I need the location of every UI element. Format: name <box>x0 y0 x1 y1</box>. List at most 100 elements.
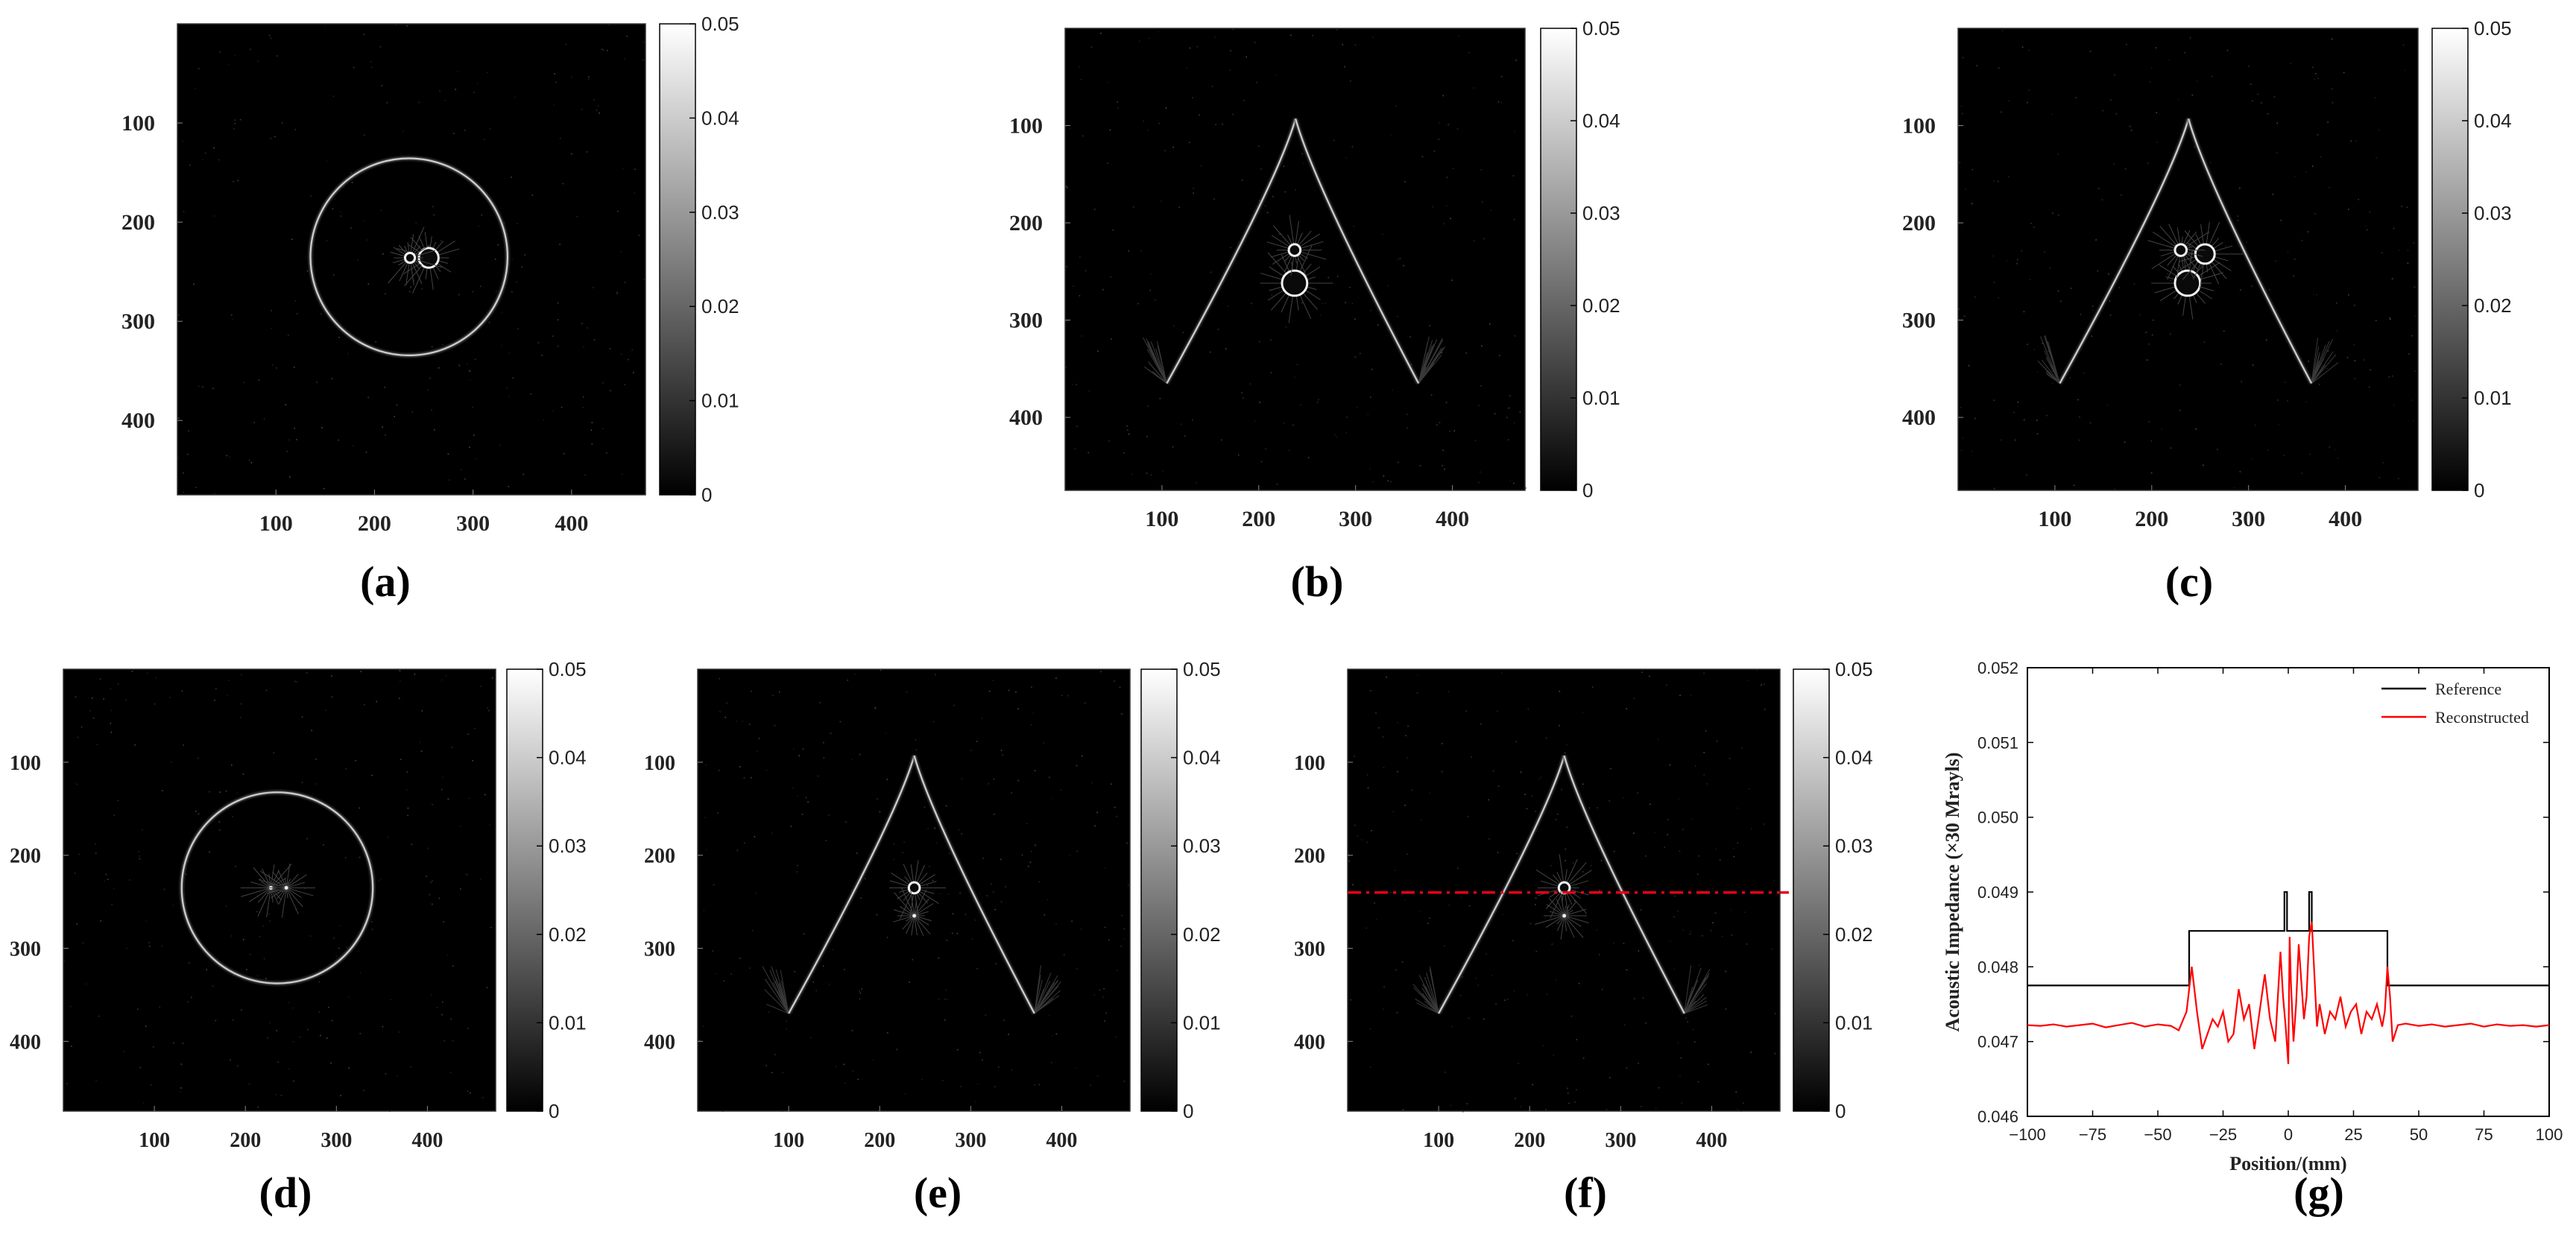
noise-speck <box>1746 943 1748 945</box>
noise-speck <box>1432 206 1434 208</box>
noise-speck <box>1542 1045 1544 1046</box>
noise-speck <box>472 291 474 293</box>
inclusion-boundary <box>1281 269 1309 297</box>
noise-speck <box>306 1028 309 1031</box>
noise-speck <box>1678 797 1679 800</box>
noise-speck <box>2301 472 2303 474</box>
noise-speck <box>1265 448 1266 450</box>
noise-speck <box>250 48 251 51</box>
artifact-streak <box>240 888 270 897</box>
noise-speck <box>332 95 335 97</box>
noise-speck <box>236 792 238 794</box>
noise-speck <box>185 873 187 875</box>
noise-speck <box>1069 855 1070 856</box>
noise-speck <box>2374 97 2376 98</box>
noise-speck <box>1147 405 1149 407</box>
noise-speck <box>410 1066 411 1068</box>
noise-speck <box>1192 97 1193 98</box>
artifact-streak <box>271 870 280 887</box>
noise-speck <box>703 909 705 911</box>
scatter-ray <box>1034 995 1060 1014</box>
noise-speck <box>1342 44 1344 45</box>
panel-label: (g) <box>2294 1168 2344 1217</box>
noise-speck <box>237 180 239 181</box>
noise-speck <box>570 76 572 78</box>
artifact-streak <box>250 882 270 888</box>
noise-speck <box>2146 359 2148 361</box>
artifact-streak <box>261 881 270 888</box>
noise-speck <box>1696 979 1699 981</box>
noise-speck <box>1079 256 1081 259</box>
noise-speck <box>2265 339 2267 341</box>
noise-speck <box>1446 177 1448 178</box>
noise-speck <box>2272 194 2274 195</box>
noise-speck <box>2225 245 2226 247</box>
noise-speck <box>1596 929 1597 932</box>
noise-speck <box>1771 948 1772 950</box>
artifact-streak <box>1565 917 1575 938</box>
scatter-ray <box>1150 341 1167 384</box>
noise-speck <box>2195 428 2197 430</box>
artifact-streak <box>1270 292 1287 311</box>
noise-speck <box>1468 905 1471 907</box>
noise-speck <box>1565 860 1566 861</box>
noise-speck <box>934 827 935 829</box>
noise-speck <box>1353 226 1355 227</box>
noise-speck <box>790 826 792 827</box>
noise-speck <box>1958 309 1960 310</box>
noise-speck <box>1404 899 1406 901</box>
noise-speck <box>1354 318 1356 320</box>
noise-speck <box>1597 807 1598 809</box>
noise-speck <box>1065 269 1067 271</box>
noise-speck <box>1725 1008 1727 1010</box>
noise-speck <box>935 842 938 844</box>
noise-speck <box>1383 986 1385 988</box>
noise-speck <box>1568 1102 1570 1104</box>
noise-speck <box>1442 464 1443 467</box>
noise-speck <box>296 439 297 440</box>
panel-e: 100 200 300 40010020030040000.010.020.030.0… <box>644 658 1221 1217</box>
noise-speck <box>419 741 421 744</box>
noise-speck <box>450 1018 452 1020</box>
noise-speck <box>1442 449 1444 452</box>
noise-speck <box>233 180 234 183</box>
inclusion <box>893 887 934 937</box>
noise-speck <box>433 214 435 216</box>
noise-speck <box>944 829 946 830</box>
scatter-ray <box>1421 987 1439 1014</box>
noise-speck <box>2314 78 2315 80</box>
x-tick-label: 400 <box>2329 507 2362 531</box>
noise-speck <box>309 935 311 937</box>
noise-speck <box>602 49 604 51</box>
colorbar-tick-label: 0.04 <box>1183 747 1221 769</box>
noise-speck <box>1038 881 1041 883</box>
noise-speck <box>2001 30 2004 31</box>
noise-speck <box>2248 66 2250 67</box>
noise-speck <box>2017 259 2018 261</box>
noise-speck <box>2353 344 2355 346</box>
y-tick-label: 0.046 <box>1977 1107 2018 1126</box>
noise-speck <box>1564 752 1566 754</box>
noise-speck <box>1705 730 1707 732</box>
panel-b: 100 200 300 40010020030040000.010.020.030.0… <box>1009 17 1620 606</box>
noise-speck <box>782 1072 784 1074</box>
noise-speck <box>874 707 876 709</box>
noise-speck <box>2301 239 2303 241</box>
noise-speck <box>183 210 185 212</box>
parabola-right-edge <box>1563 755 1685 1014</box>
artifact-streak <box>916 864 926 883</box>
noise-speck <box>1094 825 1096 826</box>
noise-speck <box>1080 79 1082 80</box>
noise-speck <box>1348 860 1350 862</box>
noise-speck <box>126 947 127 949</box>
artifact-streak <box>893 909 913 916</box>
noise-speck <box>169 697 171 698</box>
noise-speck <box>2168 59 2170 60</box>
image-frame <box>177 23 646 496</box>
x-tick-label: 100 <box>2536 1125 2563 1144</box>
artifact-streak <box>1260 273 1283 280</box>
noise-speck <box>415 222 417 224</box>
noise-speck <box>1172 146 1174 148</box>
noise-speck <box>110 709 113 712</box>
artifact-streak <box>408 244 421 253</box>
